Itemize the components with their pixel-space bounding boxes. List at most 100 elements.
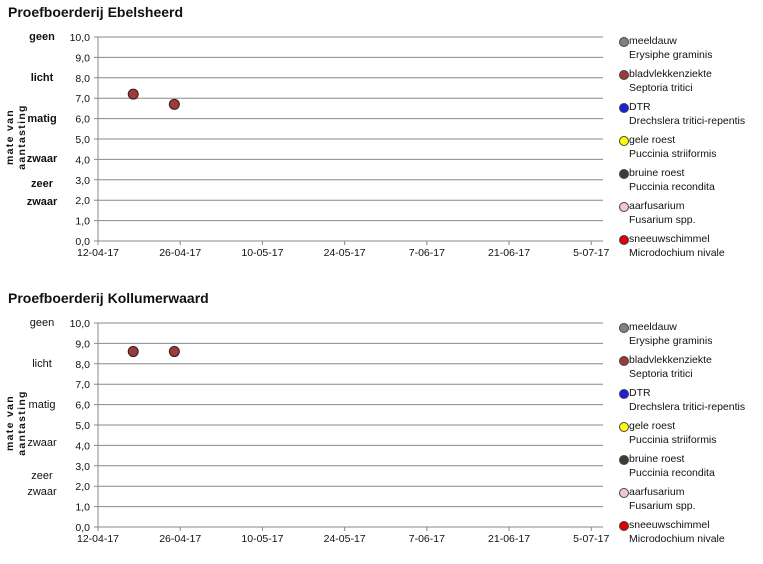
y-tick-label: 9,0	[75, 52, 90, 64]
y-tick-label: 0,0	[75, 236, 90, 248]
severity-label: zeer	[30, 177, 54, 190]
legend-marker-icon	[619, 235, 629, 245]
legend-marker-icon	[619, 521, 629, 531]
severity-label: matig	[28, 398, 56, 411]
legend-marker-icon	[619, 455, 629, 465]
y-tick-label: 9,0	[75, 338, 90, 350]
data-point-bladvlekkenziekte	[168, 346, 180, 358]
legend-latin-name: Puccinia recondita	[629, 467, 715, 479]
legend-name: bruine roest	[629, 453, 685, 465]
y-tick-label: 10,0	[70, 318, 91, 330]
y-tick-label: 3,0	[75, 175, 90, 187]
legend-name: DTR	[629, 101, 651, 113]
legend-latin-name: Drechslera tritici-repentis	[629, 401, 746, 413]
legend-marker-icon	[619, 37, 629, 47]
legend-latin-name: Microdochium nivale	[629, 533, 725, 545]
y-tick-label: 1,0	[75, 216, 90, 228]
y-tick-label: 6,0	[75, 400, 90, 412]
legend-latin-name: Erysiphe graminis	[629, 49, 713, 61]
legend-name: aarfusarium	[629, 486, 685, 498]
legend-marker-icon	[619, 422, 629, 432]
legend-marker-icon	[619, 323, 629, 333]
severity-label: zwaar	[27, 486, 57, 499]
chart-title: Proefboerderij Ebelsheerd	[8, 4, 184, 20]
legend-name: sneeuwschimmel	[629, 519, 710, 531]
x-tick-label: 5-07-17	[573, 247, 609, 259]
plot-area: 0,0 1,0 2,0 3,0 4,0 5,0 6,0 7,0 8,0 9,0 10,0 12-04-…	[70, 318, 610, 545]
x-tick-label: 10-05-17	[241, 247, 283, 259]
legend-latin-name: Septoria tritici	[629, 368, 693, 380]
y-tick-label: 10,0	[70, 32, 91, 44]
y-tick-label: 8,0	[75, 359, 90, 371]
legend-name: meeldauw	[629, 35, 677, 47]
x-tick-label: 12-04-17	[77, 533, 119, 545]
y-axis-label: mate van aantasting	[4, 104, 28, 170]
legend-marker-icon	[619, 389, 629, 399]
legend-latin-name: Puccinia striiformis	[629, 148, 717, 160]
severity-label: zwaar	[26, 153, 58, 166]
legend-name: aarfusarium	[629, 200, 685, 212]
legend-marker-icon	[619, 103, 629, 113]
legend-marker-icon	[619, 356, 629, 366]
legend-name: bladvlekkenziekte	[629, 68, 712, 80]
x-tick-label: 5-07-17	[573, 533, 609, 545]
severity-label: licht	[30, 71, 54, 84]
legend-latin-name: Fusarium spp.	[629, 214, 696, 226]
y-tick-label: 4,0	[75, 154, 90, 166]
legend-latin-name: Drechslera tritici-repentis	[629, 115, 746, 127]
y-tick-label: 7,0	[75, 93, 90, 105]
x-tick-label: 7-06-17	[409, 247, 445, 259]
legend-latin-name: Microdochium nivale	[629, 247, 725, 259]
legend-name: meeldauw	[629, 321, 677, 333]
legend-marker-icon	[619, 488, 629, 498]
x-tick-label: 12-04-17	[77, 247, 119, 259]
severity-label: zwaar	[27, 437, 57, 450]
severity-label: matig	[27, 112, 57, 125]
x-tick-label: 24-05-17	[324, 533, 366, 545]
severity-label: zeer	[31, 470, 53, 482]
legend-latin-name: Fusarium spp.	[629, 500, 696, 512]
y-tick-label: 8,0	[75, 73, 90, 85]
chart-kollumerwaard: 0,0 1,0 2,0 3,0 4,0 5,0 6,0 7,0 8,0 9,0 10,0 12-04-…	[0, 286, 763, 564]
legend-name: gele roest	[629, 420, 676, 432]
plot-area: 0,0 1,0 2,0 3,0 4,0 5,0 6,0 7,0 8,0 9,0 10,0 12-04-…	[70, 32, 610, 259]
severity-label: geen	[29, 317, 55, 329]
legend-latin-name: Septoria tritici	[629, 82, 693, 94]
legend-marker-icon	[619, 169, 629, 179]
x-tick-label: 21-06-17	[488, 247, 530, 259]
data-point-bladvlekkenziekte	[168, 98, 180, 110]
x-tick-label: 26-04-17	[159, 247, 201, 259]
x-tick-label: 24-05-17	[324, 247, 366, 259]
legend-marker-icon	[619, 136, 629, 146]
y-tick-label: 1,0	[75, 502, 90, 514]
x-tick-label: 26-04-17	[159, 533, 201, 545]
x-tick-label: 21-06-17	[488, 533, 530, 545]
legend-latin-name: Erysiphe graminis	[629, 335, 713, 347]
x-tick-label: 7-06-17	[409, 533, 445, 545]
legend-name: DTR	[629, 387, 651, 399]
y-tick-label: 6,0	[75, 114, 90, 126]
y-tick-label: 4,0	[75, 440, 90, 452]
severity-label: geen	[29, 31, 55, 43]
legend-name: bladvlekkenziekte	[629, 354, 712, 366]
data-point-bladvlekkenziekte	[127, 88, 139, 100]
legend-name: sneeuwschimmel	[629, 233, 710, 245]
y-axis-label: mate van aantasting	[4, 390, 28, 456]
legend-name: bruine roest	[629, 167, 685, 179]
legend-latin-name: Puccinia striiformis	[629, 434, 717, 446]
y-tick-label: 0,0	[75, 522, 90, 534]
legend-marker-icon	[619, 202, 629, 212]
legend-latin-name: Puccinia recondita	[629, 181, 715, 193]
severity-label: zwaar	[26, 196, 58, 209]
y-tick-label: 5,0	[75, 134, 90, 146]
chart-ebelsheerd: 0,0 1,0 2,0 3,0 4,0 5,0 6,0 7,0 8,0 9,0 10,0 12-04-…	[4, 4, 746, 259]
y-tick-label: 2,0	[75, 481, 90, 493]
legend-marker-icon	[619, 70, 629, 80]
y-tick-label: 3,0	[75, 461, 90, 473]
x-tick-label: 10-05-17	[241, 533, 283, 545]
y-tick-label: 7,0	[75, 379, 90, 391]
severity-label: licht	[32, 357, 52, 370]
legend-name: gele roest	[629, 134, 676, 146]
y-tick-label: 5,0	[75, 420, 90, 432]
